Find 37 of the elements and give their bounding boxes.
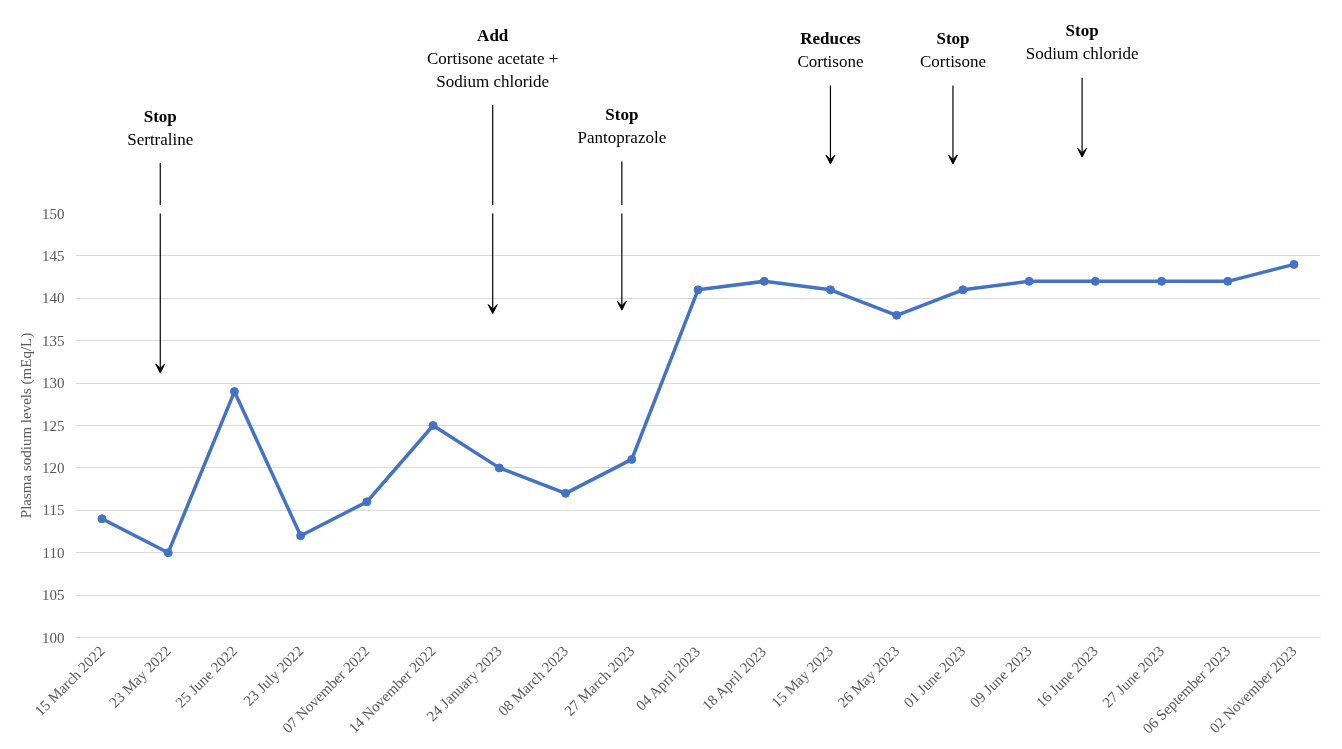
text: Stop Pantoprazole (577, 105, 667, 148)
point (693, 285, 703, 295)
text: Stop Cortisone (919, 29, 987, 72)
y-axis-title: Plasma sodium levels (mEq/L) (18, 332, 35, 519)
y-tick-label: 115 (42, 502, 65, 519)
point (229, 387, 239, 397)
text: Stop Sodium chloride (1025, 21, 1139, 64)
point (494, 463, 504, 473)
point (296, 531, 306, 541)
point (759, 276, 769, 286)
y-tick-label: 135 (42, 332, 65, 349)
point (1223, 276, 1233, 286)
y-tick-label: 140 (42, 290, 65, 307)
point (97, 514, 107, 524)
y-tick-label: 110 (42, 544, 65, 561)
point (892, 310, 902, 320)
y-tick-label: 100 (42, 629, 65, 646)
y-tick-label: 105 (42, 587, 65, 604)
y-tick-label: 120 (42, 459, 65, 476)
point (1157, 276, 1167, 286)
y-tick-label: 125 (42, 417, 65, 434)
point (362, 497, 372, 507)
point (561, 488, 571, 498)
point (958, 285, 968, 295)
y-tick-label: 145 (42, 247, 65, 264)
point (1090, 276, 1100, 286)
y-tick-label: 130 (42, 375, 65, 392)
point (428, 421, 438, 430)
point (1024, 276, 1034, 286)
text: Add Cortisone acetate + Sodium chloride (427, 25, 559, 91)
point (163, 548, 173, 558)
y-tick-label: 150 (42, 205, 65, 222)
text: Reduces Cortisone (797, 29, 864, 72)
text: Stop Sertraline (127, 106, 194, 149)
point (825, 285, 835, 295)
point (1289, 259, 1299, 269)
point (627, 454, 637, 464)
